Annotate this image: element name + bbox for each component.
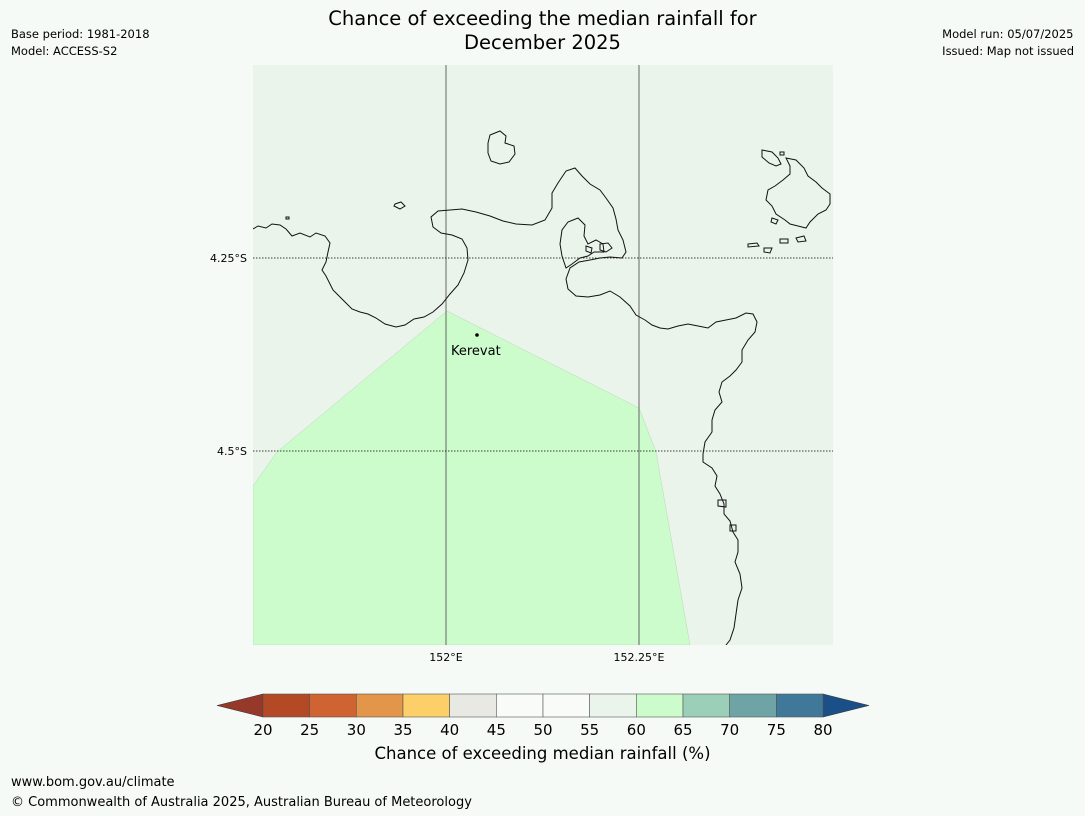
model-text: Model: ACCESS-S2 bbox=[11, 44, 118, 58]
lon-label: 152°E bbox=[429, 651, 462, 664]
colorbar-tick-label: 30 bbox=[347, 721, 366, 739]
colorbar-cell bbox=[776, 693, 824, 718]
colorbar-tick-label: 80 bbox=[813, 721, 832, 739]
colorbar-over-arrow bbox=[822, 693, 870, 718]
colorbar-tick-label: 35 bbox=[393, 721, 412, 739]
footer-copyright: © Commonwealth of Australia 2025, Austra… bbox=[11, 795, 472, 810]
kerevat-marker bbox=[475, 333, 479, 337]
coastline bbox=[253, 130, 831, 645]
colorbar: 20 25 30 35 40 45 50 55 60 65 70 75 80 bbox=[216, 693, 870, 739]
title-line-1: Chance of exceeding the median rainfall … bbox=[328, 7, 757, 30]
colorbar-cell bbox=[309, 693, 357, 718]
lon-label: 152.25°E bbox=[614, 651, 665, 664]
colorbar-cell bbox=[542, 693, 590, 718]
colorbar-tick-label: 20 bbox=[253, 721, 272, 739]
colorbar-cell bbox=[636, 693, 684, 718]
colorbar-cell bbox=[402, 693, 450, 718]
colorbar-tick-label: 60 bbox=[627, 721, 646, 739]
colorbar-cell bbox=[496, 693, 544, 718]
map-title: Chance of exceeding the median rainfall … bbox=[0, 7, 1085, 55]
base-period-text: Base period: 1981-2018 bbox=[11, 27, 150, 41]
colorbar-tick-label: 25 bbox=[300, 721, 319, 739]
colorbar-tick-label: 75 bbox=[767, 721, 786, 739]
place-label: Kerevat bbox=[451, 344, 501, 359]
issued-text: Issued: Map not issued bbox=[942, 44, 1074, 58]
colorbar-tick-label: 65 bbox=[673, 721, 692, 739]
title-line-2: December 2025 bbox=[464, 31, 621, 54]
colorbar-cell bbox=[589, 693, 637, 718]
colorbar-label: Chance of exceeding median rainfall (%) bbox=[374, 744, 711, 763]
colorbar-tick-label: 50 bbox=[533, 721, 552, 739]
probability-region bbox=[253, 310, 691, 645]
colorbar-cell bbox=[356, 693, 404, 718]
colorbar-cell bbox=[262, 693, 310, 718]
colorbar-tick-label: 45 bbox=[487, 721, 506, 739]
colorbar-cell bbox=[729, 693, 777, 718]
colorbar-cell bbox=[682, 693, 730, 718]
meta-info-right: Model run: 05/07/2025 Issued: Map not is… bbox=[942, 26, 1074, 60]
meta-info-left: Base period: 1981-2018 Model: ACCESS-S2 bbox=[11, 26, 150, 60]
colorbar-tick-label: 70 bbox=[720, 721, 739, 739]
colorbar-under-arrow bbox=[216, 693, 264, 718]
model-run-text: Model run: 05/07/2025 bbox=[942, 27, 1074, 41]
map-layers bbox=[253, 65, 833, 645]
footer-url: www.bom.gov.au/climate bbox=[11, 775, 175, 790]
colorbar-cell bbox=[449, 693, 497, 718]
lat-label: 4.25°S bbox=[210, 252, 247, 265]
colorbar-tick-label: 55 bbox=[580, 721, 599, 739]
lat-label: 4.5°S bbox=[217, 445, 247, 458]
colorbar-tick-label: 40 bbox=[440, 721, 459, 739]
